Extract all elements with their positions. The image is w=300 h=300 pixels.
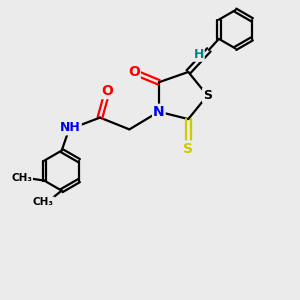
Text: S: S	[183, 142, 193, 155]
Text: H: H	[194, 48, 204, 61]
Text: CH₃: CH₃	[33, 197, 54, 207]
Text: N: N	[153, 105, 165, 119]
Text: CH₃: CH₃	[11, 173, 32, 183]
Text: NH: NH	[60, 122, 81, 134]
Text: S: S	[203, 89, 212, 102]
Text: O: O	[101, 84, 113, 98]
Text: O: O	[128, 65, 140, 79]
